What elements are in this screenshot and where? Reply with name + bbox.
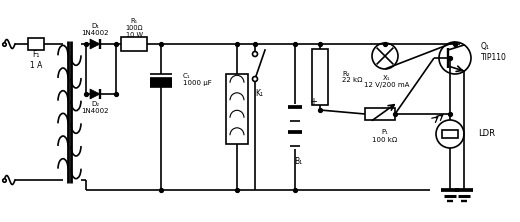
Bar	[28, 38, 44, 50]
Circle shape	[253, 52, 257, 57]
Text: R₁
100Ω
10 W: R₁ 100Ω 10 W	[125, 18, 143, 38]
Bar	[442, 130, 458, 138]
Circle shape	[439, 42, 471, 74]
Text: R₂
22 kΩ: R₂ 22 kΩ	[342, 71, 362, 83]
Circle shape	[436, 120, 464, 148]
Bar	[150, 78, 172, 87]
Text: Q₁
TIP110: Q₁ TIP110	[481, 42, 507, 62]
Text: K₁: K₁	[255, 89, 263, 97]
Text: LDR: LDR	[478, 129, 495, 139]
Text: +: +	[309, 97, 317, 107]
Text: C₁
1000 μF: C₁ 1000 μF	[183, 73, 212, 87]
Text: P₁
100 kΩ: P₁ 100 kΩ	[372, 129, 398, 143]
Text: B₁: B₁	[294, 157, 302, 166]
Circle shape	[372, 43, 398, 69]
Text: F₁
1 A: F₁ 1 A	[30, 50, 42, 70]
Text: D₂
1N4002: D₂ 1N4002	[81, 101, 109, 115]
Bar	[312, 49, 328, 105]
Circle shape	[253, 77, 257, 81]
Polygon shape	[90, 89, 100, 99]
Bar	[121, 37, 147, 51]
Bar	[365, 108, 395, 120]
Polygon shape	[90, 39, 100, 49]
Text: D₁
1N4002: D₁ 1N4002	[81, 24, 109, 36]
Bar	[226, 74, 248, 144]
Text: X₁
12 V/200 mA: X₁ 12 V/200 mA	[365, 75, 410, 89]
